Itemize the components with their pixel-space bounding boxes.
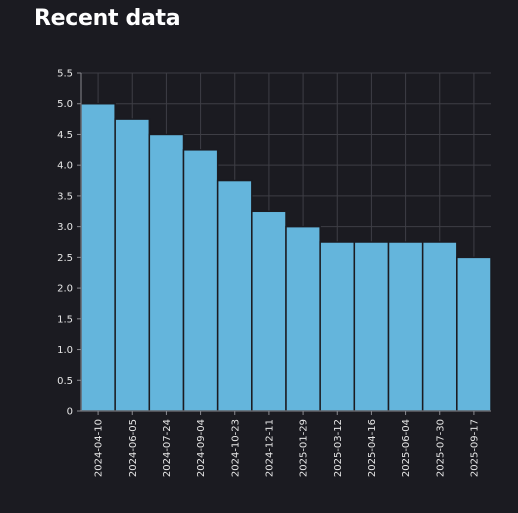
x-tick-label: 2025-06-04 [401,419,412,477]
x-tick-label: 2024-09-04 [196,419,207,477]
y-tick-labels: 0 0.5 1.0 1.5 2.0 2.5 3.0 3.5 4.0 4.5 5.0 5.5 [57,69,73,418]
bar [353,241,390,412]
y-tick-label: 4.5 [57,130,73,141]
y-tick-label: 5.0 [57,99,73,110]
y-tick-label: 1.5 [57,314,73,325]
bar [285,225,321,412]
x-tick-label: 2024-06-05 [128,419,139,477]
x-tick-label: 2025-04-16 [367,419,378,477]
y-tick-label: 1.0 [57,345,73,356]
x-tick-label: 2025-03-12 [333,419,344,477]
x-tick-label: 2024-12-11 [264,419,275,477]
bar [216,179,253,412]
bar [182,149,219,412]
x-tick-label: 2025-01-29 [299,419,310,477]
bars [80,102,492,412]
bar [421,241,458,412]
y-tick-label: 0.5 [57,376,73,387]
bar [387,241,424,412]
x-tick-label: 2025-09-17 [469,419,480,477]
x-tick-label: 2024-10-23 [230,419,241,477]
page-title: Recent data [34,6,181,31]
x-tick-label: 2025-07-30 [435,419,446,477]
y-tick-label: 3.5 [57,191,73,202]
bar [319,241,356,412]
y-tick-label: 5.5 [57,69,73,80]
y-tick-label: 3.0 [57,222,73,233]
x-tick-label: 2024-04-10 [94,419,105,477]
bar [148,133,185,412]
bar [251,210,287,412]
bar [80,102,116,412]
y-tick-label: 2.0 [57,284,73,295]
axes [77,72,491,415]
bar [114,118,151,412]
x-tick-label: 2024-07-24 [162,419,173,477]
y-tick-label: 0 [67,407,73,418]
bar [456,256,492,412]
x-tick-labels: 2024-04-10 2024-06-05 2024-07-24 2024-09-04… [94,419,481,477]
y-tick-label: 4.0 [57,161,73,172]
y-tick-label: 2.5 [57,253,73,264]
